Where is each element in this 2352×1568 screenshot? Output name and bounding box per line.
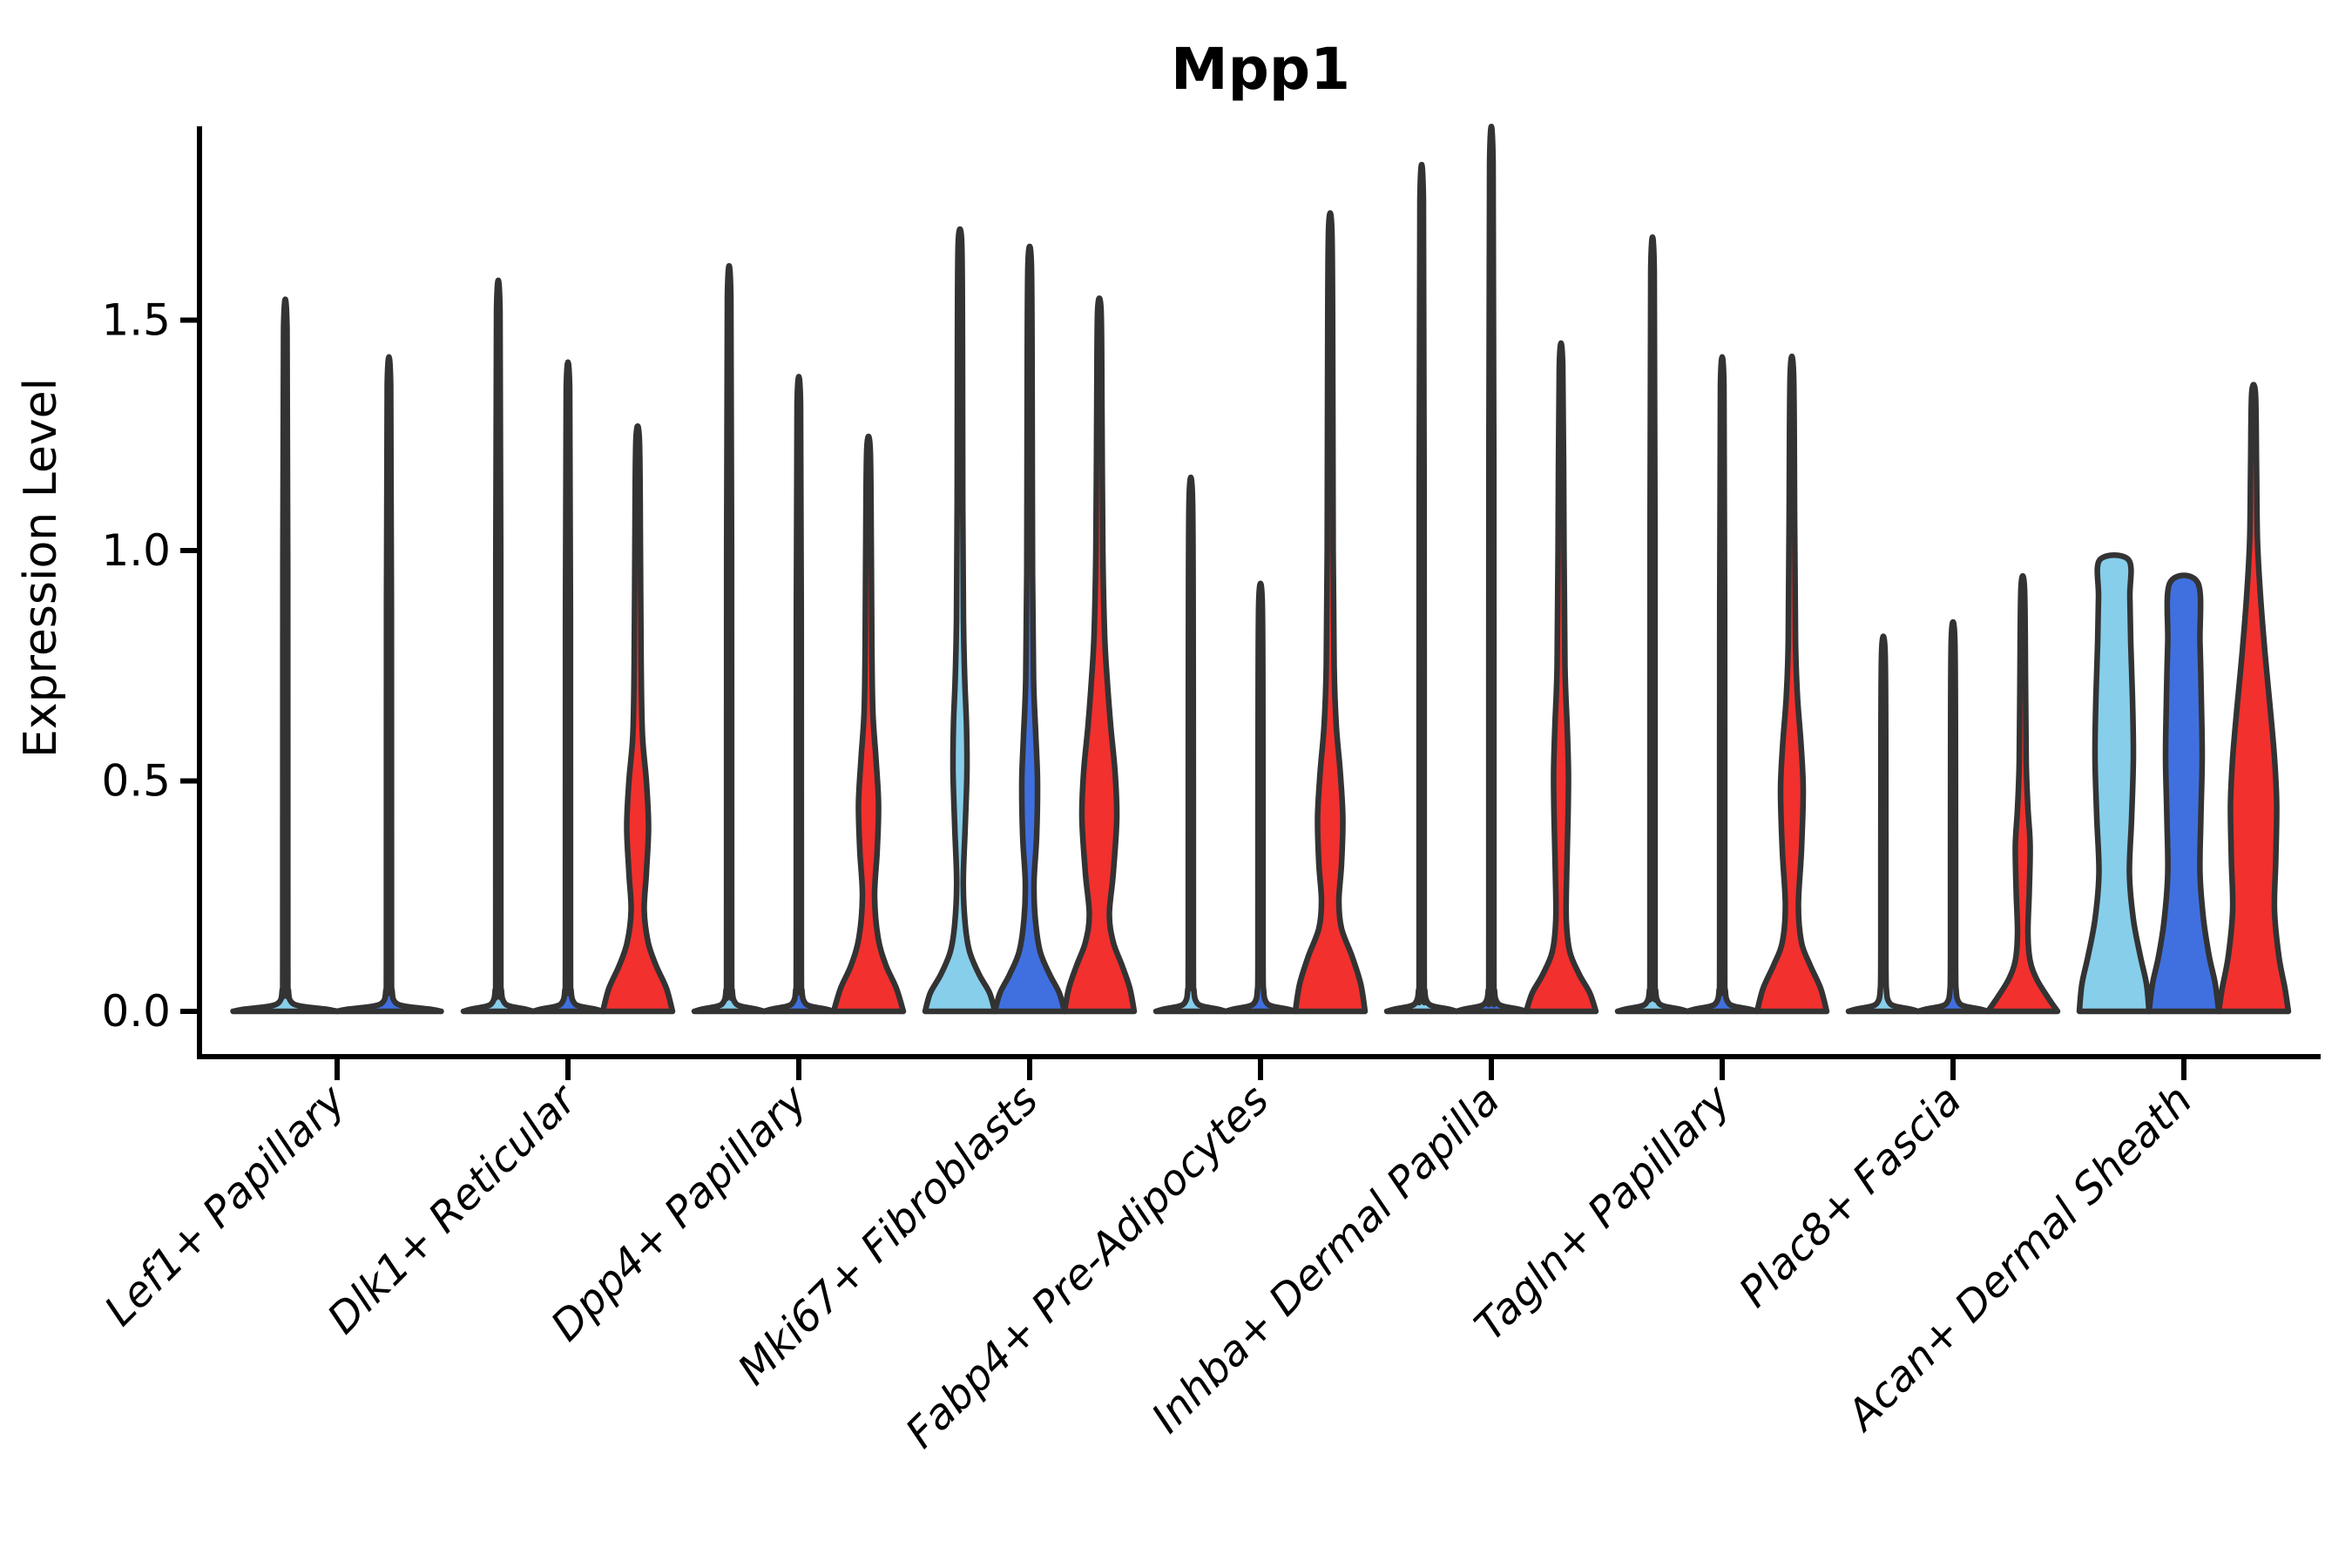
- violins-layer: [230, 124, 2292, 1015]
- y-tick-label: 0.0: [101, 986, 171, 1037]
- axes-layer: [197, 126, 2321, 1059]
- violin-tagln-skyblue: [1614, 234, 1691, 1015]
- violin-dpp4-skyblue: [691, 263, 767, 1015]
- violin-inhba-skyblue: [1383, 162, 1460, 1015]
- y-tick-label: 1.0: [101, 525, 171, 576]
- x-tick-label: Dlk1+ Reticular: [318, 1074, 588, 1344]
- violin-lef1-skyblue: [230, 296, 341, 1015]
- violin-acan-blue: [2146, 572, 2222, 1015]
- violin-lef1-blue: [334, 354, 444, 1015]
- violin-plac8-skyblue: [1845, 633, 1922, 1015]
- violin-dlk1-red: [599, 422, 676, 1015]
- violin-tagln-red: [1754, 353, 1830, 1015]
- x-tick-label: Plac8+ Fascia: [1730, 1076, 1971, 1317]
- y-axis-label: Expression Level: [15, 378, 67, 758]
- violin-tagln-blue: [1684, 354, 1761, 1015]
- x-tick-label: Lef1+ Papillary: [95, 1075, 355, 1335]
- violin-dlk1-skyblue: [460, 277, 537, 1015]
- violin-plac8-red: [1984, 572, 2061, 1015]
- violin-fabp4-red: [1292, 210, 1369, 1015]
- violin-inhba-blue: [1453, 124, 1530, 1015]
- violin-mki67-red: [1061, 295, 1138, 1015]
- chart-title: Mpp1: [1171, 36, 1350, 103]
- violin-mki67-blue: [991, 243, 1068, 1015]
- y-axis-ticks: 0.0 0.5 1.0 1.5: [101, 295, 199, 1037]
- y-tick-label: 0.5: [101, 756, 171, 807]
- violin-acan-red: [2215, 382, 2292, 1015]
- violin-mki67-skyblue: [922, 226, 998, 1015]
- violin-fabp4-skyblue: [1152, 475, 1229, 1015]
- y-tick-label: 1.5: [101, 295, 171, 346]
- violin-inhba-red: [1523, 341, 1599, 1015]
- x-tick-label: Fabp4+ Pre-Adipocytes: [896, 1076, 1279, 1458]
- x-tick-label: Tagln+ Papillary: [1465, 1075, 1740, 1350]
- violin-dpp4-blue: [760, 374, 837, 1015]
- violin-acan-skyblue: [2076, 552, 2153, 1015]
- x-tick-label: Dpp4+ Papillary: [542, 1075, 817, 1350]
- violin-dlk1-blue: [530, 359, 606, 1015]
- violin-dpp4-red: [830, 433, 907, 1015]
- violin-plac8-blue: [1915, 618, 1991, 1015]
- violin-fabp4-blue: [1222, 580, 1299, 1015]
